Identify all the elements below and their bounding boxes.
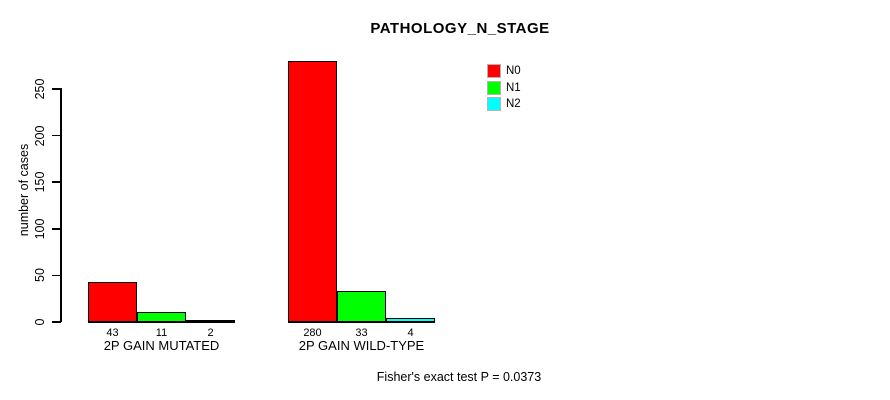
y-tick-label: 150 (33, 171, 47, 193)
legend-label: N0 (506, 65, 521, 77)
legend-label: N2 (506, 98, 521, 110)
chart-title: PATHOLOGY_N_STAGE (370, 20, 550, 37)
bar-n0-group1 (88, 282, 137, 322)
legend-item-n1: N1 (487, 80, 521, 95)
legend-swatch-n1 (487, 80, 501, 95)
legend-label: N1 (506, 81, 521, 94)
group-baseline (88, 321, 235, 323)
y-tick-mark (52, 88, 61, 90)
bar-n0-group2 (288, 61, 337, 322)
bar-value-label: 11 (155, 327, 168, 339)
group-label: 2P GAIN WILD-TYPE (298, 338, 425, 353)
y-axis-line (60, 88, 62, 322)
y-tick-mark (52, 274, 61, 277)
bar-value-label: 33 (355, 327, 368, 339)
group-label: 2P GAIN MUTATED (103, 338, 220, 353)
legend: N0 N1 N2 (487, 64, 521, 114)
bar-value-label: 280 (303, 327, 322, 339)
y-tick-mark (52, 134, 61, 137)
y-tick-label: 0 (33, 318, 47, 326)
legend-item-n2: N2 (487, 97, 521, 111)
y-tick-label: 100 (33, 218, 47, 240)
annotation-text: Fisher's exact test P = 0.0373 (376, 370, 542, 384)
bar-value-label: 2 (207, 327, 214, 339)
bar-value-label: 4 (407, 327, 414, 339)
bar-value-label: 43 (106, 327, 119, 339)
bar-n1-group2 (337, 291, 386, 322)
y-tick-mark (52, 321, 61, 323)
legend-item-n0: N0 (487, 64, 521, 78)
legend-swatch-n0 (487, 64, 501, 78)
group-baseline (288, 321, 435, 323)
y-tick-label: 250 (33, 78, 47, 100)
y-tick-mark (52, 181, 61, 183)
y-axis-label: number of cases (17, 143, 31, 237)
y-tick-mark (52, 228, 61, 230)
y-tick-label: 200 (33, 125, 47, 147)
y-tick-label: 50 (33, 268, 47, 283)
legend-swatch-n2 (487, 97, 501, 111)
